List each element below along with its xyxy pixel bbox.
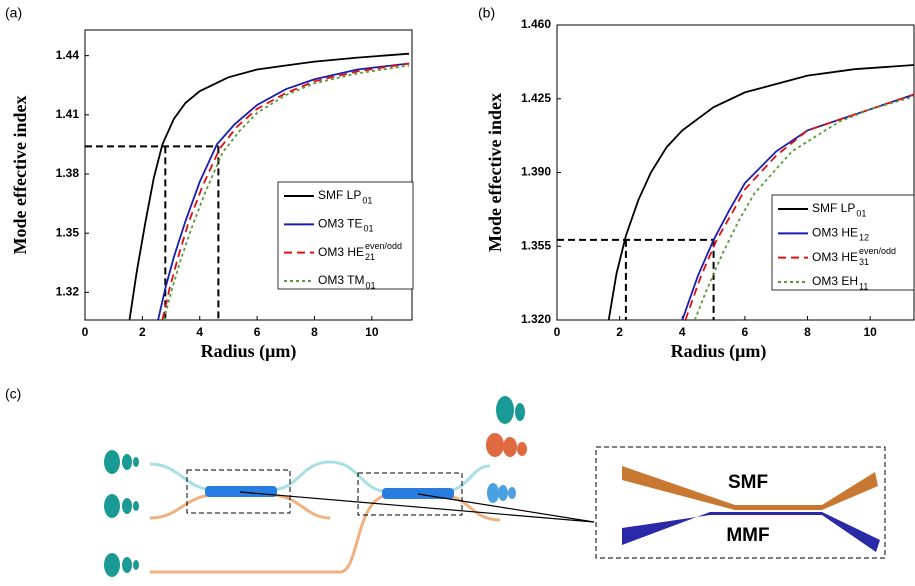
y-tick-label: 1.355 xyxy=(521,238,551,252)
y-tick-label: 1.32 xyxy=(56,285,80,299)
legend-subscript: 21 xyxy=(365,252,375,262)
y-tick-label: 1.41 xyxy=(56,107,80,121)
legend-subscript: 01 xyxy=(856,208,866,218)
x-tick-label: 0 xyxy=(82,325,89,339)
x-tick-label: 4 xyxy=(196,325,203,339)
diagram-label: MMF xyxy=(726,525,769,546)
panel-label: (a) xyxy=(5,5,22,21)
legend-superscript: even/odd xyxy=(859,246,896,256)
legend-subscript: 12 xyxy=(859,233,869,243)
legend-label: SMF LP xyxy=(318,188,361,202)
legend-superscript: even/odd xyxy=(365,241,402,251)
legend-label: OM3 TE xyxy=(318,217,362,231)
legend-subscript: 01 xyxy=(365,280,375,290)
legend-subscript: 11 xyxy=(859,281,868,291)
legend-subscript: 31 xyxy=(859,257,869,267)
legend-label: OM3 HE xyxy=(812,226,858,240)
y-tick-label: 1.460 xyxy=(521,17,551,31)
schematic: SMF MMF xyxy=(104,396,885,577)
legend-label: OM3 HE xyxy=(318,245,364,259)
figure: (a) (b) (c) SMF MMF 1.321.3 xyxy=(0,0,915,586)
legend-subscript: 01 xyxy=(363,224,373,234)
panel-label: (b) xyxy=(478,5,495,21)
y-tick-label: 1.44 xyxy=(56,48,80,62)
x-tick-label: 0 xyxy=(554,325,561,339)
x-axis-label: Radius (μm) xyxy=(201,341,297,362)
x-tick-label: 8 xyxy=(311,325,318,339)
panel-label: (c) xyxy=(5,386,21,402)
x-tick-label: 2 xyxy=(616,325,623,339)
legend-label: OM3 TM xyxy=(318,273,364,287)
x-axis-label: Radius (μm) xyxy=(671,341,767,362)
diagram-label: SMF xyxy=(728,472,768,493)
y-tick-label: 1.390 xyxy=(521,165,551,179)
y-axis-label: Mode effective index xyxy=(10,96,30,255)
x-tick-label: 8 xyxy=(804,325,811,339)
x-tick-label: 10 xyxy=(365,325,379,339)
y-tick-label: 1.425 xyxy=(521,91,551,105)
legend-label: OM3 HE xyxy=(812,250,858,264)
y-axis-label: Mode effective index xyxy=(485,93,505,252)
y-tick-label: 1.35 xyxy=(56,225,80,239)
y-tick-label: 1.320 xyxy=(521,312,551,326)
y-tick-label: 1.38 xyxy=(56,166,80,180)
x-tick-label: 6 xyxy=(742,325,749,339)
x-tick-label: 4 xyxy=(679,325,686,339)
x-tick-label: 2 xyxy=(139,325,146,339)
legend-subscript: 01 xyxy=(362,195,372,205)
legend-label: SMF LP xyxy=(812,201,855,215)
x-tick-label: 6 xyxy=(254,325,261,339)
x-tick-label: 10 xyxy=(863,325,877,339)
legend-label: OM3 EH xyxy=(812,274,858,288)
